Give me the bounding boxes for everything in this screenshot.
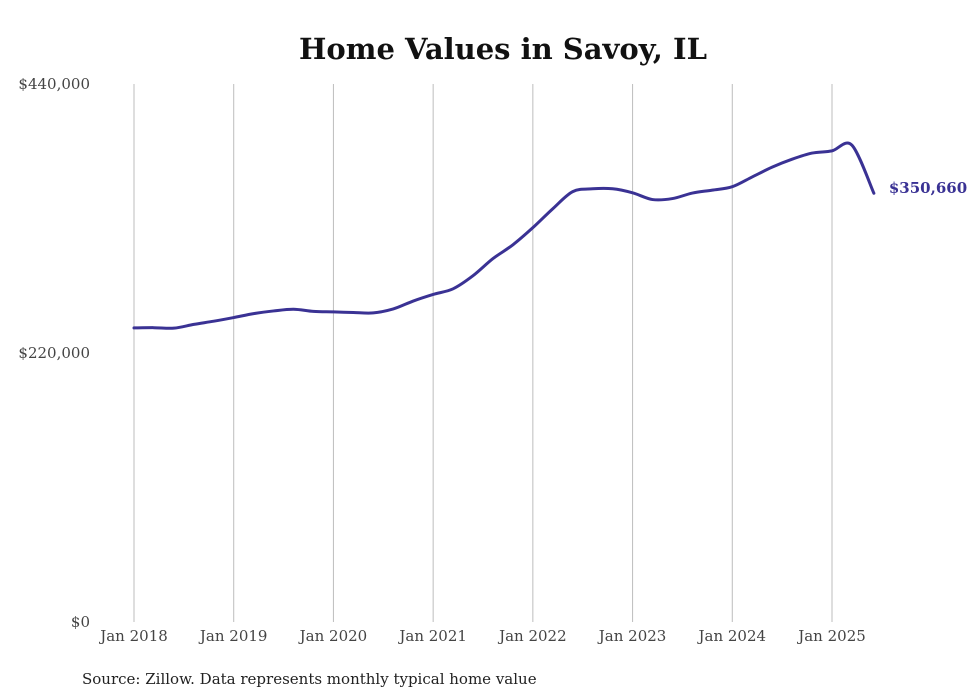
data-point: [491, 257, 494, 260]
y-axis: $0 $220,000 $440,000: [18, 75, 90, 631]
data-point: [751, 175, 754, 178]
data-point: [412, 300, 415, 303]
data-point: [671, 197, 674, 200]
data-point: [352, 311, 355, 314]
data-point: [312, 310, 315, 313]
data-point: [791, 158, 794, 161]
series-line: [132, 141, 876, 330]
data-point: [292, 308, 295, 311]
data-point: [872, 192, 875, 195]
data-point: [172, 327, 175, 330]
source-note: Source: Zillow. Data represents monthly …: [82, 670, 537, 688]
x-tick-label: Jan 2021: [397, 627, 467, 645]
data-point: [611, 187, 614, 190]
data-point: [831, 149, 834, 152]
y-tick-label: $440,000: [18, 75, 90, 93]
x-tick-label: Jan 2024: [697, 627, 767, 645]
data-point: [192, 323, 195, 326]
data-point: [252, 312, 255, 315]
data-point: [232, 316, 235, 319]
chart-title: Home Values in Savoy, IL: [299, 32, 707, 66]
data-point: [731, 185, 734, 188]
data-point: [152, 326, 155, 329]
data-point: [272, 309, 275, 312]
x-axis: Jan 2018 Jan 2019 Jan 2020 Jan 2021 Jan 2022…: [98, 627, 866, 645]
data-point: [531, 226, 534, 229]
x-tick-label: Jan 2022: [497, 627, 567, 645]
data-point: [631, 191, 634, 194]
data-point: [432, 293, 435, 296]
data-point: [511, 243, 514, 246]
data-point: [392, 307, 395, 310]
x-tick-label: Jan 2023: [597, 627, 667, 645]
data-point: [691, 192, 694, 195]
data-point: [771, 166, 774, 169]
data-point: [452, 287, 455, 290]
data-point: [212, 320, 215, 323]
x-tick-label: Jan 2019: [198, 627, 268, 645]
data-point: [133, 326, 136, 329]
x-tick-label: Jan 2020: [298, 627, 368, 645]
data-point: [332, 310, 335, 313]
y-tick-label: $0: [71, 613, 90, 631]
data-point: [472, 274, 475, 277]
gridlines: [133, 84, 833, 622]
data-point: [711, 189, 714, 192]
data-point: [591, 187, 594, 190]
data-point: [372, 311, 375, 314]
data-point: [571, 190, 574, 193]
y-tick-label: $220,000: [18, 344, 90, 362]
data-point: [811, 152, 814, 155]
x-tick-label: Jan 2025: [796, 627, 866, 645]
x-tick-label: Jan 2018: [98, 627, 168, 645]
data-point: [651, 198, 654, 201]
data-point: [850, 144, 853, 147]
data-point: [551, 207, 554, 210]
end-value-label: $350,660: [889, 179, 967, 197]
